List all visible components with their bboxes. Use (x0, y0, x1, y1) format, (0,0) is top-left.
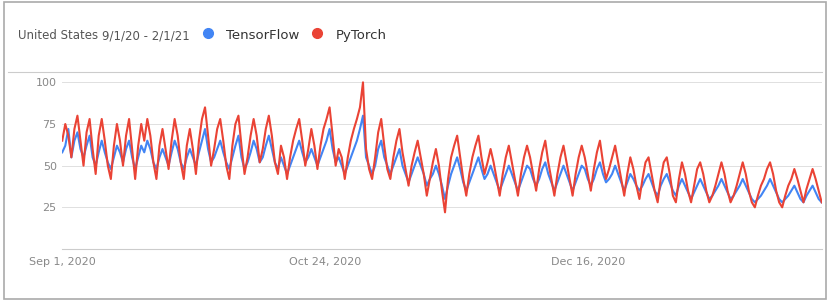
Text: TensorFlow: TensorFlow (227, 29, 300, 42)
Text: United States: United States (18, 29, 98, 42)
Text: PyTorch: PyTorch (335, 29, 386, 42)
Text: 9/1/20 - 2/1/21: 9/1/20 - 2/1/21 (102, 29, 189, 42)
